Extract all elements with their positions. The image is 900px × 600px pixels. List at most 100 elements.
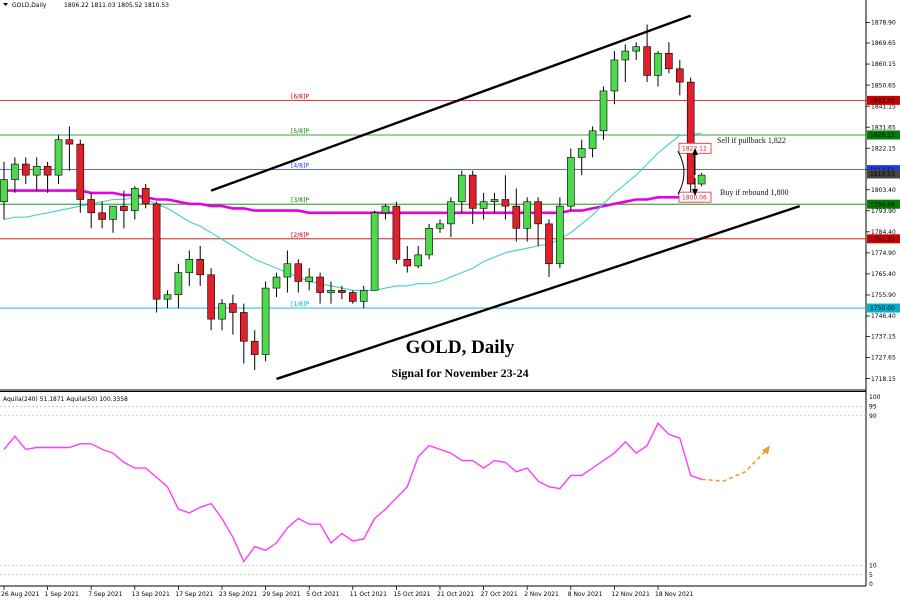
price-tick-label: 1850.65 <box>871 82 896 89</box>
sell-signal-label: Sell if pullback 1,822 <box>717 136 786 145</box>
candle-body <box>577 148 586 158</box>
price-tick-label: 1727.65 <box>871 355 896 362</box>
candle-body <box>447 201 455 225</box>
chart-title: GOLD, Daily <box>406 337 515 358</box>
indicator-tick-label: 90 <box>869 413 877 420</box>
buy-signal-label: Buy if rebound 1,800 <box>720 188 788 197</box>
date-axis: 26 Aug 2021 1 Sep 2021 7 Sep 2021 13 Sep 20… <box>1 586 694 598</box>
candle-body <box>98 212 106 220</box>
candle-body <box>120 205 128 211</box>
candle-body <box>229 303 237 313</box>
date-tick-label: 11 Oct 2021 <box>350 591 387 598</box>
candle-body <box>697 174 706 185</box>
channel-upper-line <box>210 14 692 192</box>
candle-body <box>218 303 226 320</box>
price-tick-label: 1774.90 <box>871 250 896 257</box>
candle-body <box>250 340 259 355</box>
level-price-tag: 1781.25 <box>870 236 895 243</box>
candle-body <box>327 290 335 293</box>
date-tick-label: 26 Aug 2021 <box>1 591 40 598</box>
price-tick-label: 1793.90 <box>871 208 896 215</box>
indicator-tick-label: 0 <box>869 581 873 588</box>
fib-label: [3/8]P <box>291 197 309 204</box>
price-tick-label: 1746.40 <box>871 313 896 320</box>
candles <box>0 24 706 371</box>
date-tick-label: 1 Sep 2021 <box>45 591 79 598</box>
candle-body <box>686 81 695 185</box>
signal-annotations: 1822.12 1800.06 Sell if pullback 1,822 Buy … <box>677 136 788 203</box>
price-tick-label: 1822.15 <box>871 145 896 152</box>
projection-arrowhead <box>762 445 770 455</box>
candle-body <box>523 201 532 229</box>
price-tick-label: 1755.90 <box>871 292 896 299</box>
candle-body <box>370 212 379 291</box>
candle-body <box>392 205 401 260</box>
fib-label: [2/8]P <box>291 232 309 239</box>
sell-tag: 1822.12 <box>682 145 707 152</box>
price-tick-label: 1737.15 <box>871 334 896 341</box>
candle-body <box>240 312 248 342</box>
date-tick-label: 17 Sep 2021 <box>175 591 213 598</box>
indicator-line <box>3 421 702 563</box>
level-price-tag: 1828.12 <box>870 132 895 139</box>
candle-body <box>479 201 488 209</box>
candle-body <box>152 203 161 300</box>
chart-symbol: GOLD,Daily <box>12 2 47 9</box>
candle-body <box>0 179 8 203</box>
price-axis: 1878.90 1869.65 1860.15 1850.65 1841.15 1831.… <box>866 20 896 383</box>
candle-body <box>512 205 521 229</box>
trend-channel <box>210 14 801 381</box>
buy-arrowhead <box>692 189 698 196</box>
candle-body <box>381 205 390 214</box>
level-price-tag: 1796.88 <box>870 201 895 208</box>
candle-body <box>665 53 673 70</box>
candle-body <box>87 199 95 214</box>
candle-body <box>436 223 444 229</box>
candle-body <box>294 263 303 282</box>
indicator-tick-label: 10 <box>869 563 877 570</box>
slow-ma-line <box>4 189 702 215</box>
candle-body <box>610 59 619 92</box>
indicator-tick-label: 5 <box>869 572 873 579</box>
date-tick-label: 13 Sep 2021 <box>132 591 170 598</box>
date-tick-label: 29 Sep 2021 <box>263 591 301 598</box>
candle-body <box>545 223 553 265</box>
candle-body <box>196 259 204 276</box>
date-tick-label: 5 Oct 2021 <box>306 591 339 598</box>
price-tick-label: 1841.15 <box>871 103 896 110</box>
candle-body <box>359 290 368 302</box>
price-tick-label: 1878.90 <box>871 20 896 27</box>
level-price-tag-box <box>867 95 900 105</box>
candle-body <box>76 143 85 200</box>
candle-body <box>43 165 52 176</box>
candle-body <box>588 130 597 149</box>
candle-body <box>11 163 19 180</box>
channel-lower-line <box>276 205 801 381</box>
candle-body <box>501 199 510 207</box>
candle-body <box>425 227 433 256</box>
date-tick-label: 18 Nov 2021 <box>655 591 694 598</box>
fib-levels: [6/8]P [5/8]P [4/8]P [3/8]P [2/8]P [1/8]P <box>0 93 866 309</box>
candle-body <box>621 50 630 61</box>
date-tick-label: 23 Sep 2021 <box>219 591 257 598</box>
candle-body <box>21 163 30 176</box>
candle-body <box>207 274 215 320</box>
candle-body <box>490 199 499 203</box>
level-price-tag-box <box>867 303 900 313</box>
candle-body <box>109 205 117 220</box>
indicator-projection-line <box>701 448 768 482</box>
fib-label: [4/8]P <box>291 163 309 170</box>
candle-body <box>468 174 477 209</box>
dropdown-arrow-icon[interactable] <box>3 3 8 6</box>
date-tick-label: 27 Oct 2021 <box>481 591 518 598</box>
chart-subtitle: Signal for November 23-24 <box>391 366 528 380</box>
candle-body <box>556 205 564 265</box>
candle-body <box>305 276 314 282</box>
fib-label: [6/8]P <box>291 93 309 100</box>
date-tick-label: 2 Nov 2021 <box>524 591 559 598</box>
candle-body <box>65 139 74 145</box>
candle-body <box>174 272 183 296</box>
candle-body <box>131 188 139 211</box>
candle-body <box>163 294 172 300</box>
